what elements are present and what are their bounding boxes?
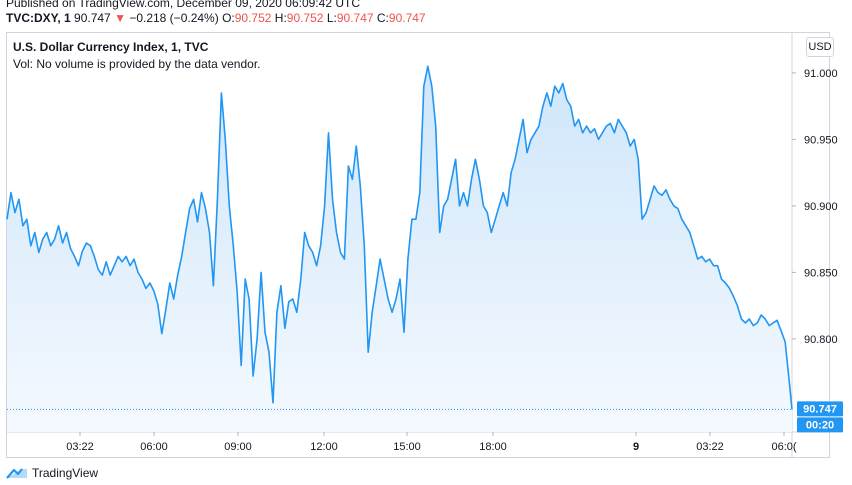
y-tick-label: 90.850 [804, 267, 838, 279]
symbol-label[interactable]: TVC:DXY, 1 [6, 11, 71, 25]
x-tick-label: 12:00 [310, 441, 338, 453]
down-arrow-icon: ▼ [114, 11, 126, 25]
x-tick-label: 15:00 [393, 441, 421, 453]
chart-title: U.S. Dollar Currency Index, 1, TVC [13, 40, 209, 54]
x-tick-label: 06:0( [771, 441, 796, 453]
open-value: 90.752 [234, 11, 272, 25]
tradingview-logo[interactable]: TradingView [6, 466, 98, 480]
last-price: 90.747 [74, 11, 111, 25]
y-tick-label: 91.000 [804, 68, 838, 80]
tradingview-brand: TradingView [32, 466, 99, 480]
y-tick-label: 90.800 [804, 334, 838, 346]
x-tick-label: 03:22 [66, 441, 94, 453]
low-label: L: [326, 11, 337, 25]
open-label: O: [222, 11, 235, 25]
price-label: 90.747 [803, 403, 837, 415]
price-line[interactable] [6, 65, 793, 410]
x-tick-label: 9 [633, 441, 639, 453]
x-tick-label: 03:22 [696, 441, 724, 453]
y-tick-label: 90.950 [804, 134, 838, 146]
close-label: C: [376, 11, 389, 25]
high-label: H: [274, 11, 287, 25]
high-value: 90.752 [286, 11, 324, 25]
countdown-label: 00:20 [806, 419, 834, 431]
chart-frame[interactable] [6, 32, 830, 458]
tradingview-logo-icon [6, 468, 27, 479]
volume-note: Vol: No volume is provided by the data v… [13, 57, 261, 71]
x-tick-label: 06:00 [140, 441, 168, 453]
price-area-fill [7, 66, 792, 433]
price-label-bg [797, 401, 843, 417]
low-value: 90.747 [336, 11, 374, 25]
x-tick-label: 09:00 [224, 441, 252, 453]
published-note: Published on TradingView.com, December 0… [6, 0, 360, 10]
close-value: 90.747 [388, 11, 426, 25]
countdown-label-bg [797, 417, 843, 433]
y-tick-label: 90.900 [804, 201, 838, 213]
ohlc-bar: TVC:DXY, 1 90.747 ▼ −0.218 (−0.24%) O:90… [6, 11, 426, 25]
change-value: −0.218 (−0.24%) [129, 11, 219, 25]
x-tick-label: 18:00 [479, 441, 507, 453]
currency-button[interactable]: USD [806, 37, 834, 57]
